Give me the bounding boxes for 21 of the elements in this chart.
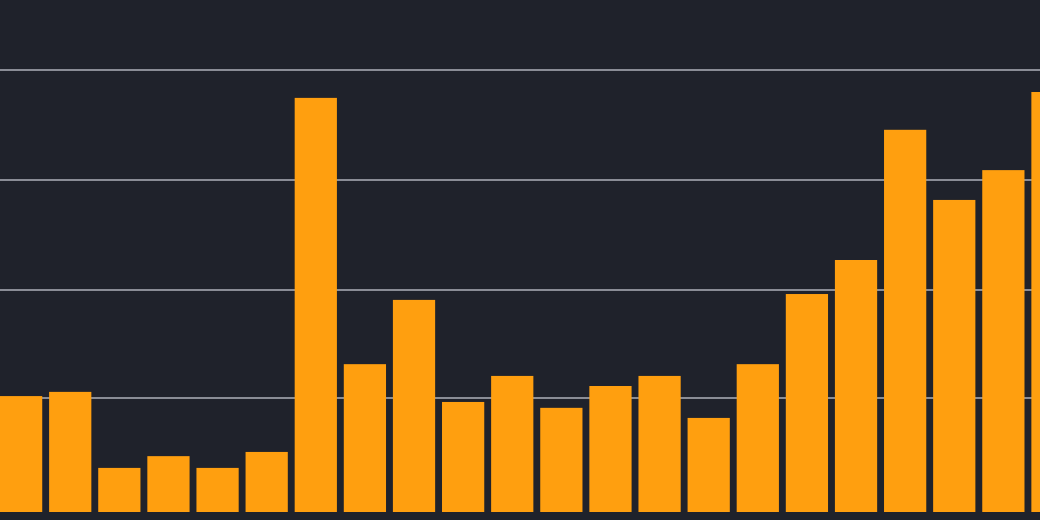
bar: [294, 97, 337, 512]
bar: [540, 407, 583, 512]
bar: [982, 170, 1025, 512]
bar: [589, 386, 632, 512]
bar: [245, 451, 288, 512]
bar: [343, 364, 387, 512]
bar: [98, 467, 141, 512]
bar: [785, 294, 829, 512]
bar: [736, 364, 779, 512]
bar: [933, 199, 976, 512]
bar: [49, 391, 92, 512]
bar: [147, 456, 190, 512]
bar: [491, 375, 534, 512]
bar: [196, 467, 239, 512]
bar: [834, 260, 878, 512]
bar: [884, 129, 927, 512]
bar: [687, 417, 730, 512]
bar: [638, 375, 681, 512]
bar: [442, 401, 485, 512]
bar: [392, 299, 436, 512]
bar: [0, 396, 43, 512]
